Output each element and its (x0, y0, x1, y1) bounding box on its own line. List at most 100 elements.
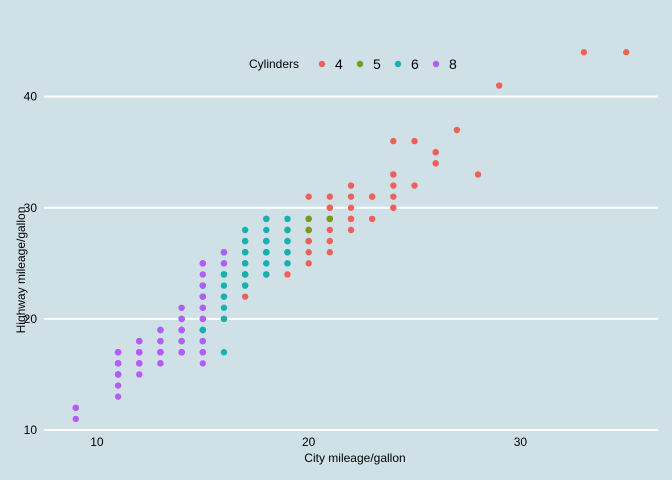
data-point (199, 315, 206, 323)
data-point (390, 137, 397, 145)
legend: Cylinders 4 5 6 8 (249, 56, 457, 72)
data-point (326, 249, 334, 256)
data-point (199, 260, 206, 267)
legend-item-6: 6 (394, 56, 419, 72)
data-point (220, 293, 228, 300)
data-point (241, 260, 249, 267)
data-point (199, 293, 206, 300)
data-point (284, 260, 291, 267)
data-point (390, 182, 397, 189)
data-point (284, 215, 291, 223)
data-point (263, 237, 270, 245)
data-point (411, 137, 418, 145)
data-point (220, 271, 228, 278)
data-point (326, 204, 334, 211)
y-axis-label: Highway mileage/gallon (14, 207, 28, 334)
data-point (305, 260, 312, 267)
legend-item-8: 8 (432, 56, 457, 72)
data-point (580, 49, 588, 56)
legend-item-4: 4 (318, 56, 343, 72)
data-point (474, 171, 482, 178)
data-point (453, 126, 461, 134)
legend-key (432, 60, 440, 68)
data-point (347, 215, 355, 223)
data-point (241, 271, 249, 278)
data-point (368, 193, 376, 200)
x-tick-label: 20 (302, 435, 316, 449)
data-point (432, 149, 439, 156)
series-8 (72, 249, 228, 423)
data-point (263, 271, 270, 278)
legend-title: Cylinders (249, 57, 299, 71)
y-axis-ticks: 10 20 30 40 (24, 90, 38, 437)
legend-key (318, 60, 326, 68)
data-point (220, 282, 228, 289)
legend-key (356, 60, 364, 68)
data-point (136, 337, 143, 345)
legend-label: 8 (449, 56, 457, 72)
data-point (220, 315, 228, 323)
data-point (347, 226, 355, 234)
data-point (284, 249, 291, 256)
data-point (72, 404, 79, 411)
data-point (199, 304, 206, 311)
data-point (136, 371, 143, 378)
data-point (114, 382, 122, 389)
data-point (390, 193, 397, 200)
data-point (178, 315, 185, 323)
data-point (136, 360, 143, 367)
data-point (241, 293, 249, 300)
y-tick-label: 10 (24, 423, 38, 437)
data-point (411, 182, 418, 189)
data-point (199, 360, 206, 367)
data-point (305, 226, 312, 234)
data-point (157, 337, 164, 345)
data-point (284, 271, 291, 278)
data-point (263, 249, 270, 256)
data-point (347, 182, 355, 189)
y-tick-label: 20 (24, 312, 38, 326)
data-point (157, 360, 164, 367)
data-point (178, 304, 185, 311)
data-point (263, 226, 270, 234)
data-point (157, 349, 164, 356)
data-point (220, 260, 228, 267)
data-point (199, 326, 206, 334)
data-point (263, 215, 270, 223)
y-tick-label: 40 (24, 90, 38, 104)
data-point (178, 337, 185, 345)
x-tick-label: 30 (514, 435, 528, 449)
data-point (368, 215, 376, 223)
data-point (199, 282, 206, 289)
x-axis-label: City mileage/gallon (304, 451, 405, 465)
data-point (72, 415, 79, 423)
data-point (114, 371, 122, 378)
data-point (263, 260, 270, 267)
data-point (178, 349, 185, 356)
data-point (157, 326, 164, 334)
data-point (199, 349, 206, 356)
data-point (220, 249, 228, 256)
data-point (114, 360, 122, 367)
data-point (623, 49, 630, 56)
data-point (178, 326, 185, 334)
data-point (220, 349, 228, 356)
data-point (136, 349, 143, 356)
data-point (390, 204, 397, 211)
data-point (326, 237, 334, 245)
data-point (284, 237, 291, 245)
legend-label: 5 (373, 56, 381, 72)
data-point (241, 237, 249, 245)
data-point (326, 215, 334, 223)
data-point (305, 249, 312, 256)
legend-label: 4 (335, 56, 343, 72)
data-point (305, 215, 312, 223)
data-point (199, 271, 206, 278)
data-point (241, 282, 249, 289)
data-point (347, 204, 355, 211)
x-axis-ticks: 10 20 30 (90, 435, 527, 449)
data-points (72, 49, 630, 423)
data-point (390, 171, 397, 178)
data-point (305, 237, 312, 245)
